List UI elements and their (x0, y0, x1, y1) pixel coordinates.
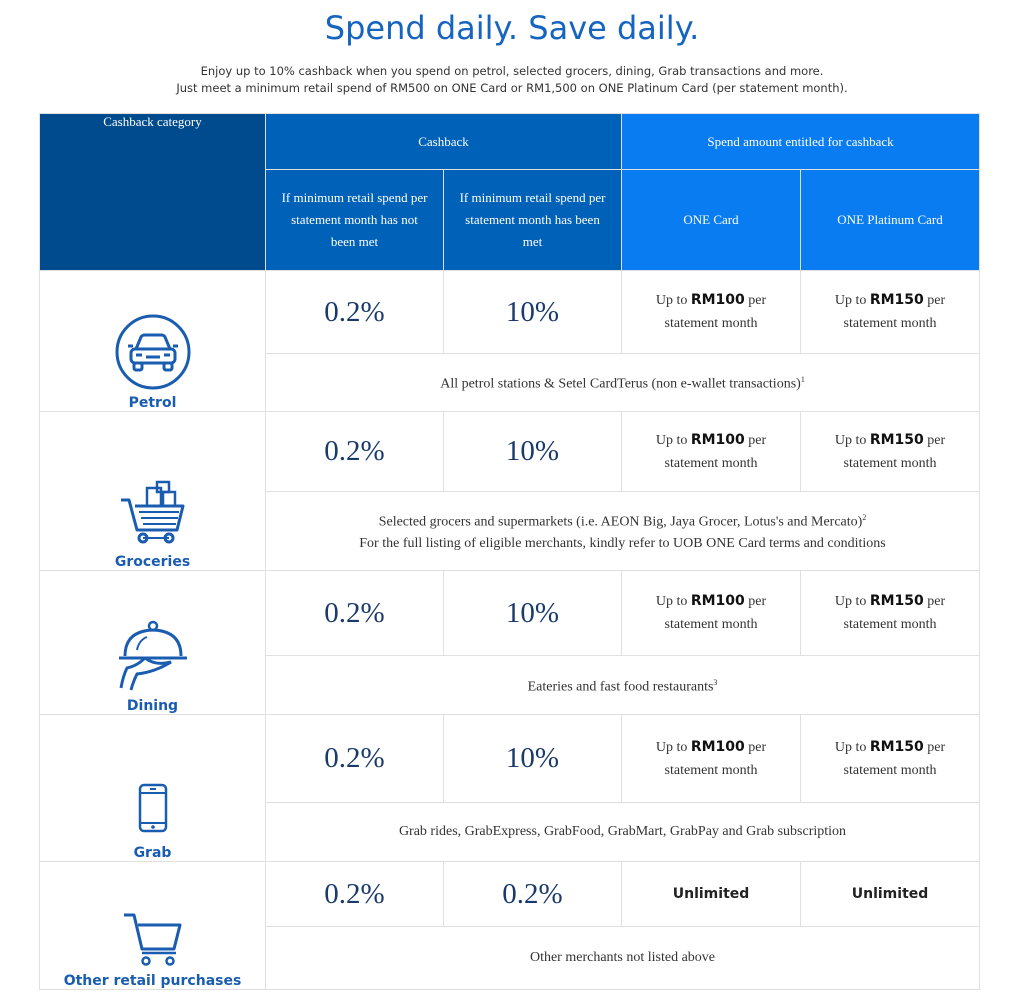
category-label: Petrol (128, 395, 177, 411)
table-row: Petrol 0.2% 10% Up to RM100 per statement… (39, 270, 981, 412)
table-row: Other retail purchases 0.2% 0.2% Unlimit… (39, 861, 981, 990)
spend-platinum-card: Up to RM150 per statement month (800, 714, 981, 803)
cashback-met: 0.2% (442, 861, 623, 927)
table-row: Groceries 0.2% 10% Up to RM100 per statem… (39, 411, 981, 571)
spend-platinum-card: Unlimited (800, 861, 981, 927)
spend-one-card: Up to RM100 per statement month (621, 270, 802, 354)
category-grab: Grab (39, 714, 266, 862)
cashback-not-met: 0.2% (265, 714, 444, 803)
table-row-note: All petrol stations & Setel CardTerus (n… (40, 353, 981, 412)
intro-text: Enjoy up to 10% cashback when you spend … (0, 63, 1024, 97)
cashback-met: 10% (442, 411, 623, 492)
cashback-not-met: 0.2% (265, 570, 444, 656)
cashback-table: Cashback category Cashback Spend amount … (39, 113, 981, 990)
category-petrol: Petrol (39, 270, 266, 412)
intro-line-2: Just meet a minimum retail spend of RM50… (176, 81, 848, 95)
spend-platinum-card: Up to RM150 per statement month (800, 411, 981, 492)
intro-line-1: Enjoy up to 10% cashback when you spend … (200, 64, 824, 78)
spend-one-card: Up to RM100 per statement month (621, 411, 802, 492)
category-note: Other merchants not listed above (264, 926, 981, 990)
spend-one-card: Up to RM100 per statement month (621, 570, 802, 656)
header-min-met: If minimum retail spend per statement mo… (442, 169, 623, 271)
category-other-retail: Other retail purchases (39, 861, 266, 990)
spend-one-card: Unlimited (621, 861, 802, 927)
header-min-met-text: If minimum retail spend per statement mo… (459, 190, 606, 249)
spend-platinum-card: Up to RM150 per statement month (800, 270, 981, 354)
header-cashback: Cashback (264, 113, 623, 170)
category-label: Grab (133, 845, 172, 861)
car-icon (115, 314, 190, 390)
category-note: Selected grocers and supermarkets (i.e. … (264, 491, 981, 571)
cashback-met: 10% (442, 570, 623, 656)
category-note: All petrol stations & Setel CardTerus (n… (264, 353, 981, 412)
cloche-icon (118, 620, 187, 691)
page-title: Spend daily. Save daily. (324, 9, 700, 47)
category-label: Dining (126, 698, 179, 714)
table-row: Grab 0.2% 10% Up to RM100 per statement m… (39, 714, 981, 862)
category-note: Grab rides, GrabExpress, GrabFood, GrabM… (264, 802, 981, 862)
cashback-not-met: 0.2% (265, 861, 444, 927)
cashback-met: 10% (442, 714, 623, 803)
grocery-cart-icon (120, 480, 184, 544)
header-min-not-met: If minimum retail spend per statement mo… (265, 169, 444, 271)
cashback-met: 10% (442, 270, 623, 354)
category-label: Groceries (114, 554, 191, 570)
header-min-not-met-text: If minimum retail spend per statement mo… (281, 190, 428, 249)
header-one-platinum-card: ONE Platinum Card (800, 169, 981, 271)
table-row: Dining 0.2% 10% Up to RM100 per statement… (39, 570, 981, 715)
category-groceries: Groceries (39, 411, 266, 571)
table-row-note: Grab rides, GrabExpress, GrabFood, GrabM… (40, 802, 981, 862)
cashback-not-met: 0.2% (265, 270, 444, 354)
header-spend-amount: Spend amount entitled for cashback (621, 113, 981, 170)
header-one-card: ONE Card (621, 169, 802, 271)
spend-platinum-card: Up to RM150 per statement month (800, 570, 981, 656)
cashback-not-met: 0.2% (265, 411, 444, 492)
category-note: Eateries and fast food restaurants3 (264, 655, 981, 715)
shopping-cart-icon (123, 913, 181, 966)
header-cashback-category: Cashback category (39, 113, 266, 271)
table-row-note: Other merchants not listed above (40, 926, 981, 990)
category-dining: Dining (39, 570, 266, 715)
smartphone-icon (138, 783, 167, 833)
category-label: Other retail purchases (63, 973, 242, 989)
spend-one-card: Up to RM100 per statement month (621, 714, 802, 803)
